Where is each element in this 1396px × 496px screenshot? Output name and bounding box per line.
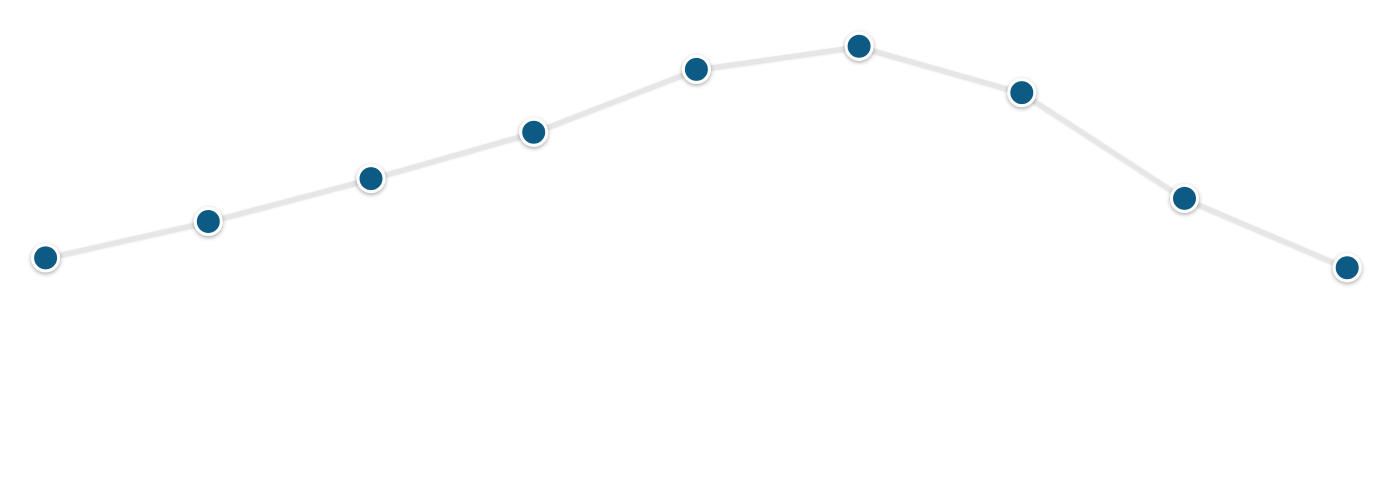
data-point-9[interactable]: [1332, 253, 1362, 283]
data-point-8[interactable]: [1170, 183, 1199, 213]
data-point-5[interactable]: [681, 54, 711, 84]
data-point-3[interactable]: [356, 164, 386, 194]
data-point-2[interactable]: [193, 207, 223, 236]
data-point-1[interactable]: [31, 243, 61, 273]
series-layer: [31, 31, 1362, 283]
data-point-4[interactable]: [519, 117, 549, 147]
data-point-6[interactable]: [844, 31, 874, 61]
data-point-7[interactable]: [1007, 78, 1037, 108]
